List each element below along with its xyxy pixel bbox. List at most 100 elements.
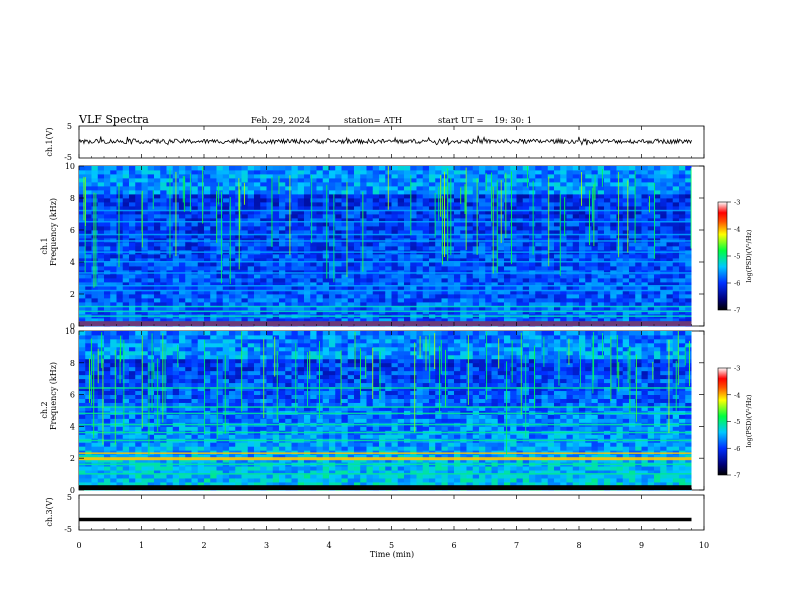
- spectrogram-cell: [191, 382, 199, 388]
- spectrogram-cell: [166, 446, 174, 451]
- spectrogram-cell: [191, 214, 199, 219]
- spectrogram-cell: [522, 278, 530, 283]
- spectrogram-cell: [266, 242, 274, 247]
- spectrogram-cell: [147, 382, 155, 388]
- spectrogram-cell: [129, 298, 136, 303]
- spectrogram-cell: [91, 442, 99, 447]
- spectrogram-cell: [672, 302, 680, 307]
- spectrogram-cell: [179, 274, 186, 279]
- spectrogram-cell: [279, 254, 286, 259]
- spectrogram-cell: [460, 174, 467, 179]
- spectrogram-cell: [635, 214, 642, 219]
- spectrogram-cell: [141, 354, 149, 360]
- spectrogram-cell: [460, 262, 467, 267]
- spectrogram-cell: [104, 190, 111, 195]
- spectrogram-cell: [204, 262, 211, 267]
- spectrogram-cell: [235, 306, 242, 311]
- spectrogram-cell: [104, 178, 111, 183]
- spectrogram-cell: [222, 306, 230, 311]
- spectrogram-cell: [579, 290, 586, 295]
- spectrogram-cell: [279, 318, 286, 323]
- spectrogram-cell: [322, 202, 330, 207]
- spectrogram-cell: [379, 302, 386, 307]
- spectrogram-cell: [141, 242, 149, 247]
- spectrogram-cell: [85, 346, 92, 352]
- spectrogram-cell: [522, 170, 530, 175]
- spectrogram-cell: [147, 358, 155, 364]
- spectrogram-cell: [516, 214, 524, 219]
- spectrogram-cell: [79, 218, 86, 223]
- spectrogram-cell: [279, 286, 286, 291]
- spectrogram-cell: [197, 222, 205, 227]
- spectrogram-cell: [460, 318, 467, 323]
- spectrogram-cell: [104, 378, 111, 384]
- spectrogram-cell: [229, 166, 236, 171]
- spectrogram-cell: [179, 354, 186, 360]
- spectrogram-cell: [479, 282, 486, 287]
- spectrogram-cell: [154, 290, 161, 295]
- spectrogram-cell: [679, 290, 686, 295]
- spectrogram-cell: [504, 306, 511, 311]
- spectrogram-cell: [454, 262, 461, 267]
- spectrogram-cell: [241, 178, 249, 183]
- spectrogram-cell: [97, 266, 105, 271]
- spectrogram-cell: [79, 310, 86, 315]
- spectrogram-cell: [466, 266, 474, 271]
- spectrogram-cell: [391, 206, 399, 211]
- spectrogram-cell: [579, 198, 586, 203]
- spectrogram-cell: [622, 198, 630, 203]
- spectrogram-cell: [129, 302, 136, 307]
- spectrogram-cell: [460, 198, 467, 203]
- spectrogram-cell: [235, 166, 242, 171]
- spectrogram-cell: [466, 206, 474, 211]
- spectrogram-cell: [110, 442, 117, 447]
- spectrogram-cell: [222, 418, 230, 423]
- spectrogram-cell: [547, 282, 555, 287]
- spectrogram-cell: [160, 310, 167, 315]
- spectrogram-cell: [110, 466, 117, 471]
- spectrogram-cell: [135, 390, 142, 396]
- spectrogram-cell: [491, 294, 499, 299]
- spectrogram-cell: [429, 174, 436, 179]
- spectrogram-cell: [554, 278, 561, 283]
- spectrogram-cell: [610, 210, 617, 215]
- spectrogram-cell: [616, 186, 624, 191]
- spectrogram-cell: [335, 266, 342, 271]
- spectrogram-cell: [516, 318, 524, 323]
- spectrogram-cell: [260, 202, 267, 207]
- spectrogram-cell: [522, 210, 530, 215]
- spectrogram-cell: [166, 414, 174, 419]
- waveform-line: [78, 135, 692, 146]
- spectrogram-cell: [597, 230, 605, 235]
- spectrogram-cell: [229, 210, 236, 215]
- spectrogram-cell: [635, 290, 642, 295]
- spectrogram-cell: [560, 278, 567, 283]
- spectrogram-cell: [397, 198, 405, 203]
- spectrogram-cell: [629, 218, 636, 223]
- spectrogram-cell: [97, 218, 105, 223]
- spectrogram-cell: [222, 254, 230, 259]
- spectrogram-cell: [216, 342, 224, 348]
- spectrogram-cell: [579, 282, 586, 287]
- spectrogram-cell: [679, 178, 686, 183]
- spectrogram-cell: [672, 278, 680, 283]
- spectrogram-cell: [660, 226, 667, 231]
- spectrogram-cell: [391, 190, 399, 195]
- spectrogram-cell: [197, 470, 205, 475]
- spectrogram-cell: [635, 278, 642, 283]
- spectrogram-cell: [622, 234, 630, 239]
- spectrogram-cell: [397, 234, 405, 239]
- spectrogram-cell: [610, 218, 617, 223]
- spectrogram-cell: [279, 310, 286, 315]
- spectrogram-cell: [141, 350, 149, 356]
- spectrogram-cell: [485, 194, 492, 199]
- spectrogram-cell: [597, 222, 605, 227]
- spectrogram-cell: [216, 174, 224, 179]
- spectrogram-cell: [285, 226, 292, 231]
- spectrogram-cell: [197, 434, 205, 439]
- start-ut-label: start UT =: [438, 116, 484, 126]
- spectrogram-cell: [116, 331, 124, 336]
- spectrogram-cell: [97, 298, 105, 303]
- spectrogram-cell: [547, 310, 555, 315]
- spectrogram-cell: [191, 442, 199, 447]
